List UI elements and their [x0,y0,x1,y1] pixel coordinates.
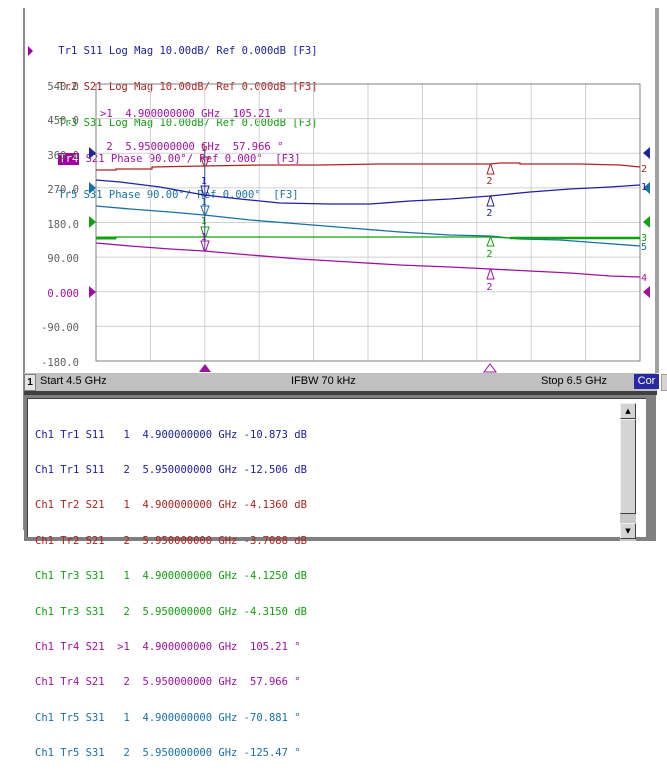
scroll-thumb[interactable] [620,419,636,514]
trace-tr3[interactable]: Tr3 S31 Log Mag 10.00dB/ Ref 0.000dB [F3… [58,117,318,129]
svg-text:90.00: 90.00 [47,253,79,265]
marker-1-group: 1 1 1 1 1 [200,143,210,251]
trace-tr5-line [95,205,641,247]
marker-readout: >1 4.900000000 GHz 105.21 ° 2 5.95000000… [100,87,283,164]
svg-text:4: 4 [641,273,647,284]
svg-text:450.0: 450.0 [47,115,79,127]
scroll-up-button[interactable]: ▲ [620,403,636,419]
scroll-down-button[interactable]: ▼ [620,523,636,539]
table-row[interactable]: Ch1 Tr3 S31 1 4.900000000 GHz -4.1250 dB [35,570,307,583]
ifbw-value[interactable]: IFBW 70 kHz [291,375,356,387]
marker-2-position-icon[interactable] [483,363,497,373]
marker-table-rows: Ch1 Tr1 S11 1 4.900000000 GHz -10.873 dB… [35,406,307,784]
trace-tr1[interactable]: Tr1 S11 Log Mag 10.00dB/ Ref 0.000dB [F3… [58,45,318,57]
table-row[interactable]: Ch1 Tr2 S21 1 4.900000000 GHz -4.1360 dB [35,499,307,512]
active-trace-arrow-icon [28,46,33,56]
tr3-ref-arrow-right-icon [643,216,650,228]
marker-1-position-icon[interactable] [199,364,211,372]
panel-separator [24,391,657,395]
tr5-ref-arrow-right-icon [643,182,650,194]
marker-readout-row: 2 5.950000000 GHz 57.966 ° [106,141,284,153]
table-row[interactable]: Ch1 Tr5 S31 1 4.900000000 GHz -70.881 ° [35,711,301,724]
svg-text:1: 1 [641,182,647,193]
marker-table[interactable]: Ch1 Tr1 S11 1 4.900000000 GHz -10.873 dB… [27,398,646,759]
status-blank-field [661,374,667,391]
svg-text:-90.00: -90.00 [41,322,79,334]
tr3-ref-arrow-icon [89,216,96,228]
trace-tr1-line [95,179,641,205]
channel-status-bar: 1 Start 4.5 GHz IFBW 70 kHz Stop 6.5 GHz… [24,373,667,391]
table-scrollbar[interactable]: ▲ ▼ [620,403,636,541]
chart-area[interactable]: 540.0 450.0 360.0 270.0 180.0 90.00 0.00… [0,0,667,373]
table-row[interactable]: Ch1 Tr5 S31 2 5.950000000 GHz -125.47 ° [35,747,301,760]
svg-text:2: 2 [486,249,492,260]
svg-text:2: 2 [486,176,492,187]
tr4-ref-arrow-right-icon [643,286,650,298]
table-row[interactable]: Ch1 Tr2 S21 2 5.950000000 GHz -3.7088 dB [35,534,307,547]
table-row[interactable]: Ch1 Tr4 S21 2 5.950000000 GHz 57.966 ° [35,676,301,689]
window-right-edge [655,8,659,373]
svg-text:3: 3 [641,233,647,244]
table-row[interactable]: Ch1 Tr1 S11 2 5.950000000 GHz -12.506 dB [35,463,307,476]
table-row[interactable]: Ch1 Tr1 S11 1 4.900000000 GHz -10.873 dB [35,428,307,441]
svg-text:2: 2 [486,208,492,219]
table-row[interactable]: Ch1 Tr4 S21 >1 4.900000000 GHz 105.21 ° [35,640,301,653]
y-axis-labels: 540.0 450.0 360.0 270.0 180.0 90.00 0.00… [41,81,79,369]
arrow-down-icon: ▼ [625,527,631,535]
svg-text:-180.0: -180.0 [41,357,79,369]
trace-end-labels: 2 1 3 5 4 [641,164,647,284]
marker-table-panel: Ch1 Tr1 S11 1 4.900000000 GHz -10.873 dB… [24,395,656,759]
trace-tr5[interactable]: Tr5 S31 Phase 90.00°/ Ref 0.000° [F3] [58,189,299,201]
trace-tr2-line [96,162,641,171]
trace-tr4-line [95,242,641,278]
arrow-up-icon: ▲ [625,407,631,415]
svg-text:2: 2 [641,164,647,175]
svg-text:1: 1 [201,143,207,154]
svg-text:540.0: 540.0 [47,81,79,93]
svg-text:1: 1 [201,216,207,227]
svg-text:1: 1 [201,176,207,187]
svg-text:1: 1 [201,197,207,208]
tr5-ref-arrow-icon [89,182,96,194]
active-trace-badge: Tr4 [58,153,80,165]
table-row[interactable]: Ch1 Tr3 S31 2 5.950000000 GHz -4.3150 dB [35,605,307,618]
channel-number[interactable]: 1 [24,374,36,391]
correction-status-badge[interactable]: Cor [634,374,659,389]
svg-text:0.000: 0.000 [47,288,79,300]
stop-frequency[interactable]: Stop 6.5 GHz [541,375,608,387]
svg-text:1: 1 [201,232,207,243]
tr1-ref-arrow-icon [89,147,96,159]
svg-text:360.0: 360.0 [47,150,79,162]
tr1-ref-arrow-right-icon [643,147,650,159]
marker-readout-row: >1 4.900000000 GHz 105.21 ° [100,108,284,120]
svg-text:270.0: 270.0 [47,184,79,196]
marker-2-group: 2 2 2 2 [486,164,495,293]
svg-text:180.0: 180.0 [47,219,79,231]
tr4-ref-arrow-icon [89,286,96,298]
start-frequency[interactable]: Start 4.5 GHz [40,375,107,387]
svg-text:2: 2 [486,282,492,293]
plot-frame [95,83,641,362]
grid [96,84,640,361]
svg-text:5: 5 [641,242,647,253]
